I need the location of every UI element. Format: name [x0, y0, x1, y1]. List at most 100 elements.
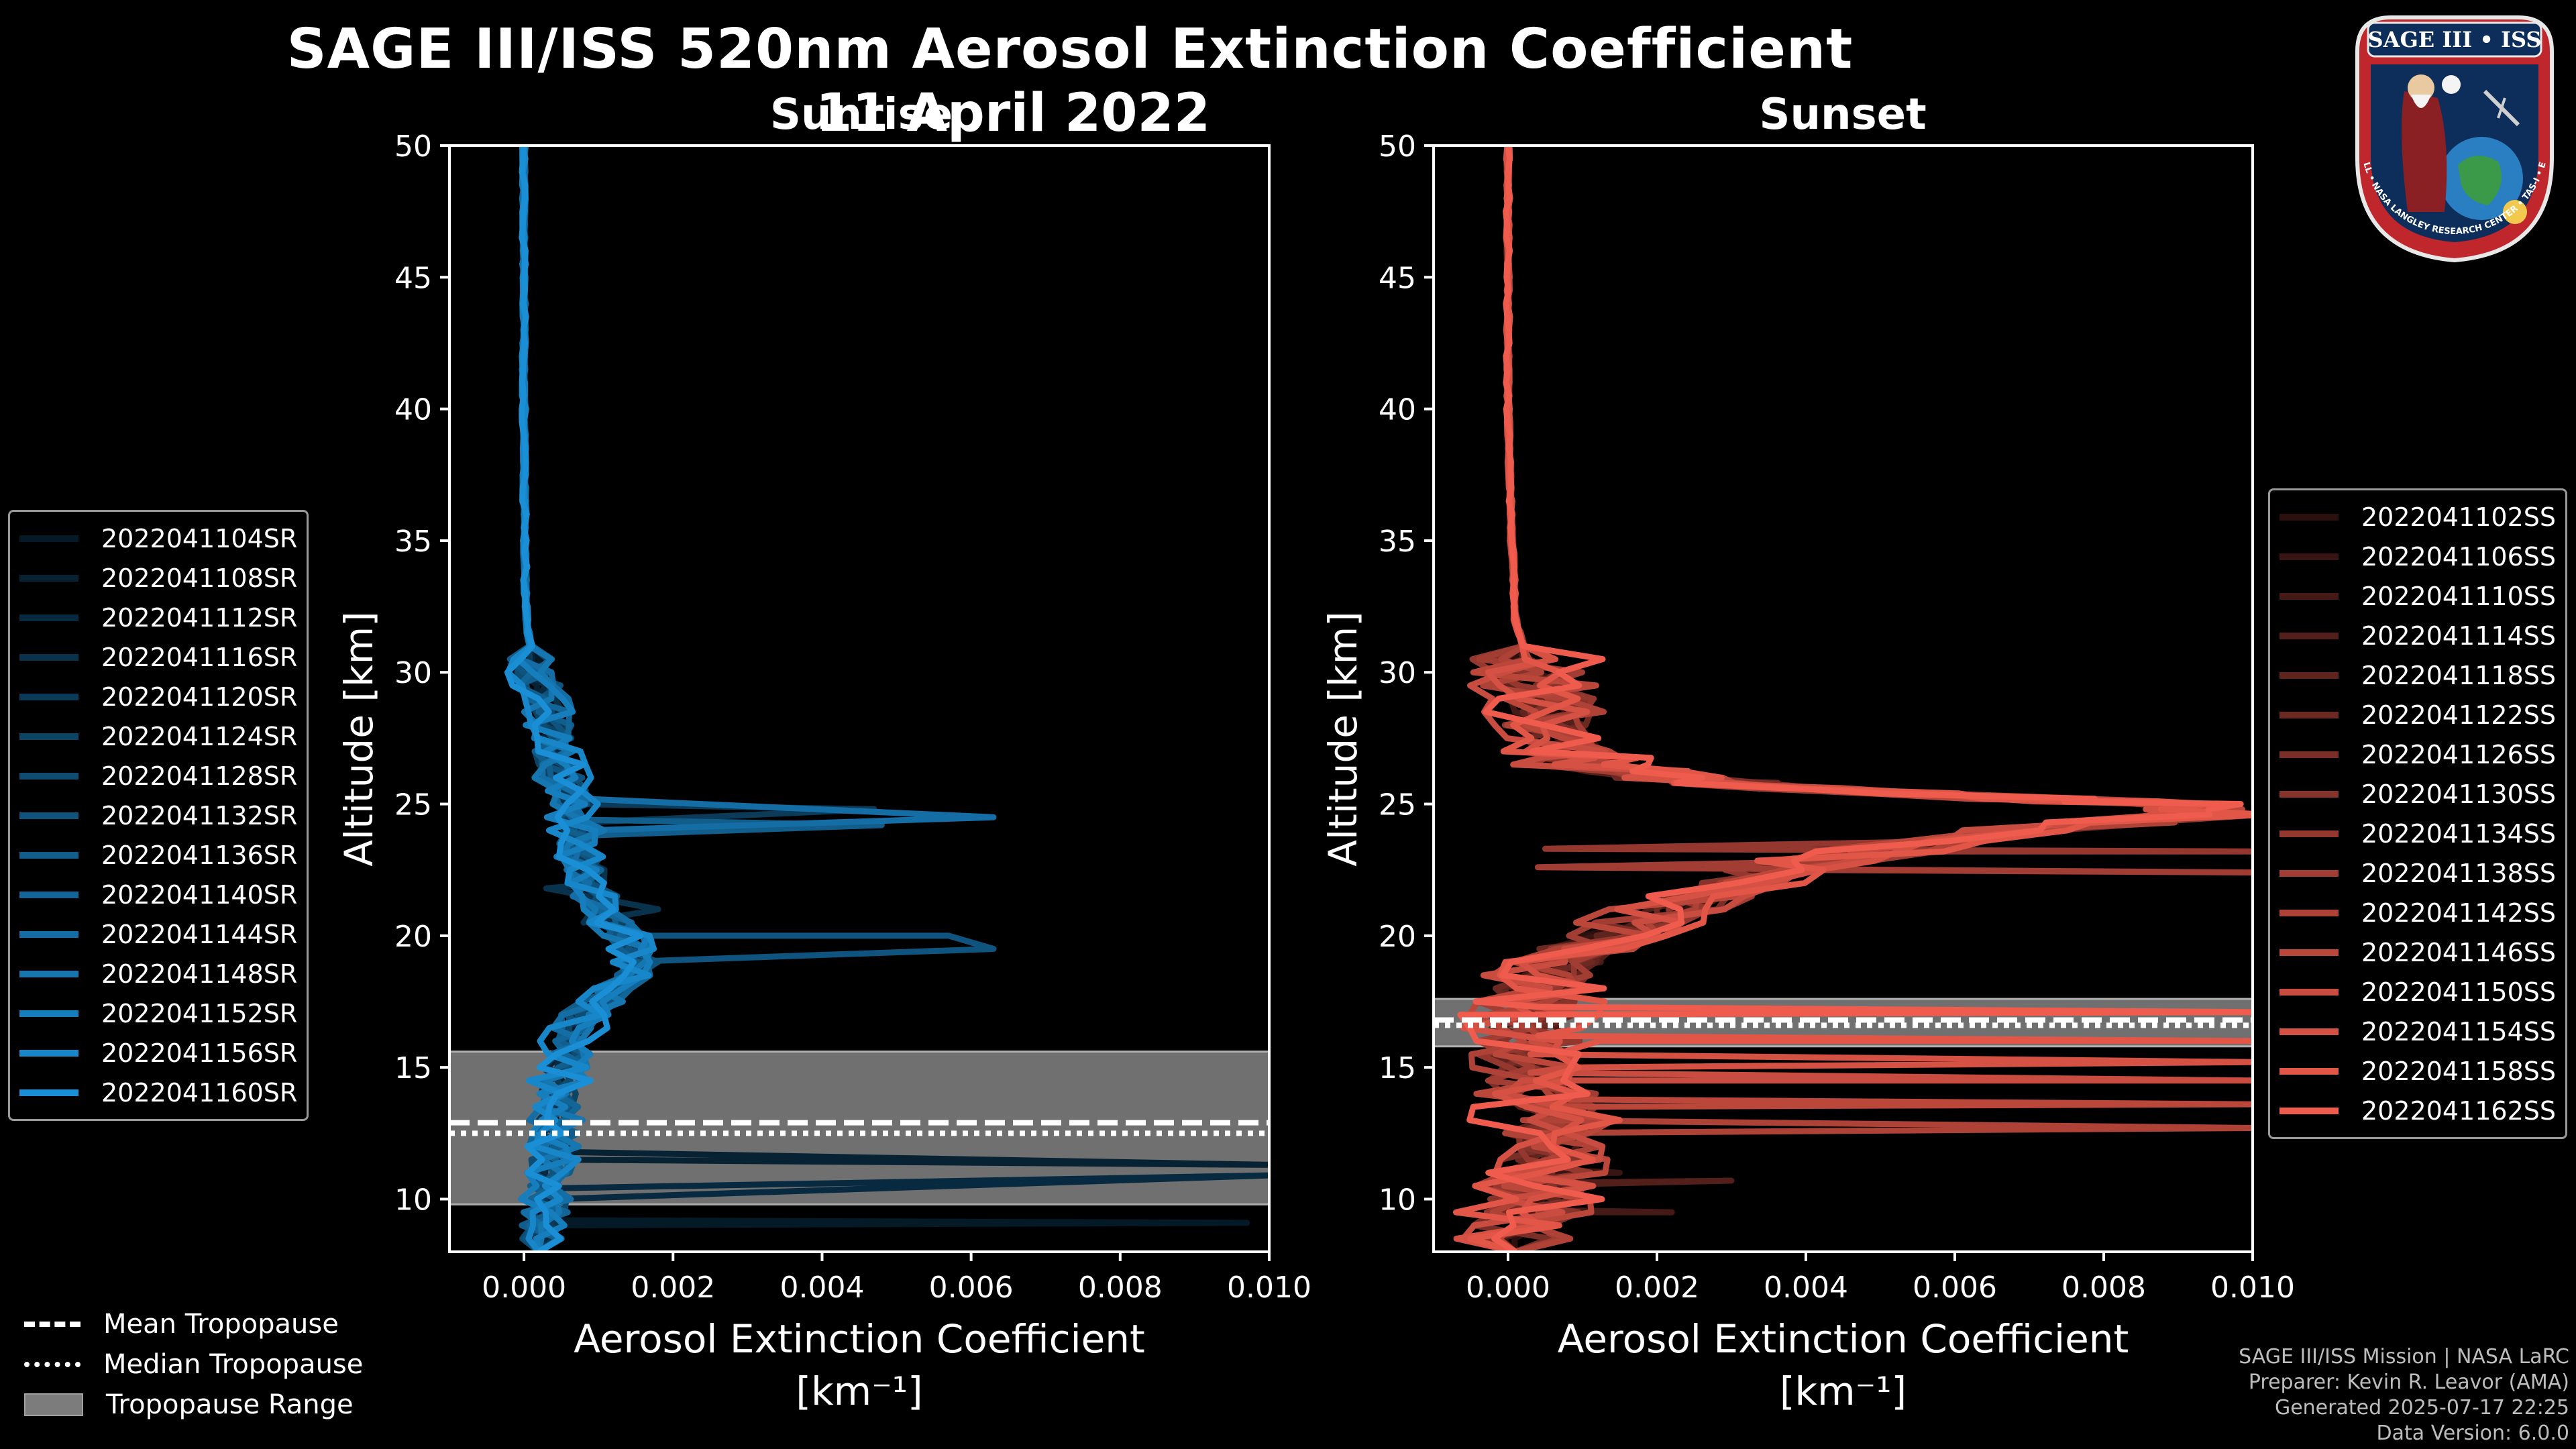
- legend-line-icon: [19, 1049, 78, 1057]
- y-tick-label: 40: [1379, 393, 1416, 427]
- legend-label: 2022041110SS: [2361, 581, 2557, 611]
- legend-mean-tropopause: Mean Tropopause: [24, 1304, 363, 1344]
- legend-line-icon: [2279, 909, 2339, 916]
- x-tick-label: 0.006: [929, 1271, 1014, 1305]
- y-tick-label: 15: [1379, 1051, 1416, 1085]
- legend-line-icon: [2279, 513, 2339, 521]
- legend-line-icon: [2279, 592, 2339, 600]
- sunrise-panel-title: Sunrise: [769, 90, 953, 140]
- y-tick-label: 30: [1379, 656, 1416, 690]
- x-tick-label: 0.002: [631, 1271, 715, 1305]
- legend-line-icon: [2279, 553, 2339, 560]
- x-tick-label: 0.010: [1227, 1271, 1311, 1305]
- tropopause-legend: Mean Tropopause Median Tropopause Tropop…: [24, 1304, 363, 1425]
- sunrise-legend: 2022041104SR 2022041108SR 2022041112SR 2022…: [8, 510, 309, 1121]
- legend-line-icon: [2279, 632, 2339, 639]
- legend-line-icon: [19, 535, 78, 542]
- x-tick-label: 0.000: [1466, 1271, 1550, 1305]
- x-axis-label: Aerosol Extinction Coefficient: [1558, 1316, 2129, 1362]
- dotted-line-icon: [24, 1362, 80, 1367]
- legend-item-2022041104SR: 2022041104SR: [19, 519, 297, 558]
- legend-label: 2022041112SR: [101, 602, 298, 633]
- legend-label: 2022041122SS: [2361, 700, 2557, 730]
- chart-date: 11 April 2022: [815, 83, 1211, 144]
- legend-label: 2022041154SS: [2361, 1016, 2557, 1046]
- y-tick-label: 30: [394, 656, 432, 690]
- credit-line: Preparer: Kevin R. Leavor (AMA): [2248, 1371, 2569, 1394]
- legend-item-2022041146SS: 2022041146SS: [2279, 932, 2556, 972]
- x-axis-unit: [km⁻¹]: [1780, 1368, 1907, 1414]
- legend-label: 2022041136SR: [101, 840, 298, 870]
- y-tick-label: 25: [394, 788, 432, 822]
- credits: SAGE III/ISS Mission | NASA LaRC Prepare…: [2239, 1344, 2569, 1446]
- sunset-panel-title: Sunset: [1759, 90, 1927, 140]
- chart-title: SAGE III/ISS 520nm Aerosol Extinction Co…: [286, 17, 1854, 81]
- y-tick-label: 40: [394, 393, 432, 427]
- plot-frame: [448, 144, 1271, 1253]
- legend-line-icon: [19, 1089, 78, 1096]
- legend-label: 2022041140SR: [101, 879, 298, 910]
- profile-line-2022041114SS: [1494, 146, 2235, 1252]
- x-tick-label: 0.008: [2061, 1271, 2146, 1305]
- x-tick-label: 0.006: [1913, 1271, 1997, 1305]
- legend-item-2022041130SS: 2022041130SS: [2279, 774, 2556, 814]
- legend-item-2022041142SS: 2022041142SS: [2279, 893, 2556, 932]
- legend-item-2022041158SS: 2022041158SS: [2279, 1051, 2556, 1091]
- credit-line: Data Version: 6.0.0: [2376, 1421, 2569, 1445]
- legend-item-2022041138SS: 2022041138SS: [2279, 853, 2556, 893]
- legend-item-2022041106SS: 2022041106SS: [2279, 537, 2556, 576]
- y-tick-label: 20: [394, 920, 432, 954]
- legend-tropopause-range: Tropopause Range: [24, 1385, 363, 1425]
- legend-label: 2022041144SR: [101, 919, 298, 949]
- y-axis-label: Altitude [km]: [1320, 611, 1366, 866]
- legend-item-2022041108SR: 2022041108SR: [19, 558, 297, 598]
- legend-label: 2022041148SR: [101, 959, 298, 989]
- legend-line-icon: [2279, 949, 2339, 956]
- legend-item-2022041118SS: 2022041118SS: [2279, 655, 2556, 695]
- y-tick-label: 15: [394, 1051, 432, 1085]
- legend-item-2022041114SS: 2022041114SS: [2279, 616, 2556, 655]
- legend-label: 2022041102SS: [2361, 502, 2557, 532]
- credit-line: SAGE III/ISS Mission | NASA LaRC: [2239, 1345, 2569, 1368]
- legend-item-2022041162SS: 2022041162SS: [2279, 1091, 2556, 1130]
- x-tick-label: 0.010: [2210, 1271, 2295, 1305]
- legend-line-icon: [19, 1010, 78, 1017]
- y-tick-label: 50: [1379, 129, 1416, 164]
- legend-label: 2022041138SS: [2361, 858, 2557, 888]
- legend-label: 2022041156SR: [101, 1038, 298, 1068]
- legend-line-icon: [2279, 869, 2339, 877]
- legend-line-icon: [2279, 1107, 2339, 1114]
- legend-label: 2022041160SR: [101, 1077, 298, 1108]
- legend-item-2022041140SR: 2022041140SR: [19, 875, 297, 914]
- legend-line-icon: [2279, 790, 2339, 798]
- legend-item-2022041148SR: 2022041148SR: [19, 954, 297, 994]
- legend-median-tropopause: Median Tropopause: [24, 1344, 363, 1385]
- legend-label: 2022041124SR: [101, 721, 298, 751]
- profile-line-2022041106SS: [1499, 146, 2235, 1252]
- y-tick-label: 35: [394, 525, 432, 559]
- x-tick-label: 0.002: [1615, 1271, 1699, 1305]
- legend-label: 2022041120SR: [101, 682, 298, 712]
- legend-item-2022041124SR: 2022041124SR: [19, 716, 297, 756]
- logo-top-text: SAGE III • ISS: [2368, 27, 2542, 52]
- legend-line-icon: [2279, 672, 2339, 679]
- legend-item-2022041112SR: 2022041112SR: [19, 598, 297, 637]
- legend-label: 2022041126SS: [2361, 739, 2557, 769]
- x-tick-label: 0.004: [1764, 1271, 1848, 1305]
- legend-line-icon: [19, 614, 78, 621]
- legend-item-2022041102SS: 2022041102SS: [2279, 497, 2556, 537]
- legend-line-icon: [19, 970, 78, 977]
- legend-line-icon: [19, 812, 78, 819]
- x-tick-label: 0.000: [482, 1271, 566, 1305]
- legend-item-2022041110SS: 2022041110SS: [2279, 576, 2556, 616]
- legend-line-icon: [2279, 1067, 2339, 1075]
- y-tick-label: 45: [394, 261, 432, 295]
- legend-label: Median Tropopause: [103, 1349, 364, 1380]
- sage-mission-logo-icon: SAGE III • ISS BALL • NASA LANGLEY RESEA…: [2344, 11, 2554, 263]
- profile-line-2022041160SR: [504, 146, 644, 1252]
- legend-label: 2022041158SS: [2361, 1056, 2557, 1086]
- legend-item-2022041152SR: 2022041152SR: [19, 994, 297, 1033]
- legend-item-2022041144SR: 2022041144SR: [19, 914, 297, 954]
- profile-line-2022041162SS: [1457, 146, 2253, 1252]
